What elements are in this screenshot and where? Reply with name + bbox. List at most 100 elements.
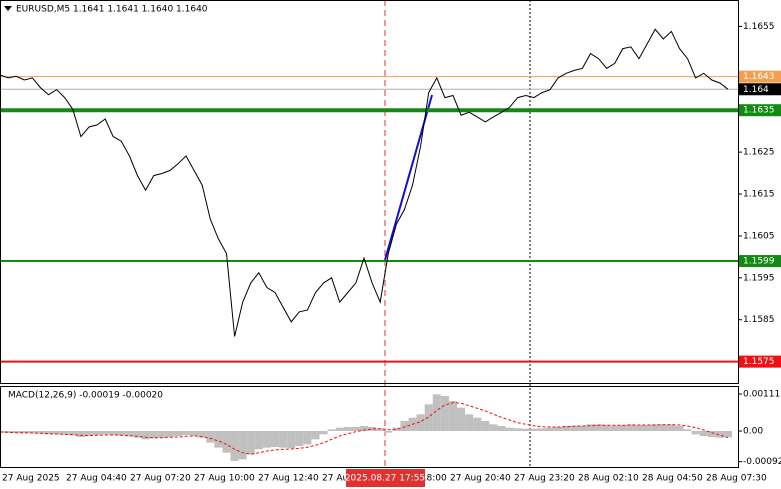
histogram-bar xyxy=(432,394,441,431)
histogram-bar xyxy=(440,396,449,431)
histogram-bar xyxy=(537,428,546,431)
plot-layer xyxy=(0,28,738,461)
histogram-bar xyxy=(44,431,53,435)
histogram-bar xyxy=(117,431,126,436)
histogram-bar xyxy=(675,426,684,431)
level-label-box xyxy=(739,104,781,117)
histogram-bar xyxy=(359,426,369,431)
histogram-bar xyxy=(618,425,627,431)
histogram-bar xyxy=(570,425,579,431)
x-tick-label: 27 Aug 07:20 xyxy=(130,474,191,484)
histogram-bar xyxy=(84,431,94,436)
histogram-bar xyxy=(335,427,344,431)
level-label-box xyxy=(739,355,781,368)
histogram-bar xyxy=(311,431,320,440)
histogram-bar xyxy=(149,431,158,439)
histogram-bar xyxy=(109,431,118,435)
y-tick-label: 1.1585 xyxy=(743,315,775,325)
histogram-bar xyxy=(416,414,425,431)
histogram-bar xyxy=(157,431,166,438)
histogram-bar xyxy=(76,431,85,437)
histogram-bar xyxy=(376,428,385,431)
histogram-bar xyxy=(715,431,724,438)
histogram-bar xyxy=(489,424,498,431)
histogram-bar xyxy=(68,431,77,436)
y-tick-label: 1.1655 xyxy=(743,22,775,32)
level-label: 1.1575 xyxy=(743,357,775,367)
histogram-bar xyxy=(521,428,530,431)
histogram-bar xyxy=(214,431,223,448)
x-tick-label: 27 Aug 10:00 xyxy=(194,474,255,484)
histogram-bar xyxy=(634,425,644,431)
macd-title: MACD(12,26,9) -0.00019 -0.00020 xyxy=(8,391,163,401)
histogram-bar xyxy=(20,431,29,434)
histogram-bar xyxy=(723,431,733,438)
histogram-bar xyxy=(279,431,288,448)
x-tick-label: 28 Aug 02:10 xyxy=(578,474,639,484)
histogram-bar xyxy=(384,431,393,433)
histogram-bar xyxy=(141,431,150,440)
histogram-bar xyxy=(707,431,716,437)
histogram-bar xyxy=(222,431,231,453)
histogram-bar xyxy=(683,429,692,431)
histogram-bar xyxy=(651,424,660,431)
x-tick-label: 27 Aug 04:40 xyxy=(66,474,127,484)
histogram-bar xyxy=(125,431,134,437)
current-price-box xyxy=(739,83,781,96)
histogram-bar xyxy=(643,425,652,431)
menu-icon[interactable] xyxy=(4,6,12,11)
level-label-box xyxy=(739,70,781,83)
histogram-bar xyxy=(4,431,13,433)
histogram-bar xyxy=(602,425,611,431)
cursor-label-box xyxy=(346,469,425,487)
cursor-label: 2025.08.27 17:55 xyxy=(345,474,425,484)
histogram-bar xyxy=(562,426,571,431)
level-label: 1.1599 xyxy=(743,257,775,267)
histogram-bar xyxy=(238,431,247,460)
price-line xyxy=(0,28,729,337)
histogram-bar xyxy=(473,417,482,431)
histogram-bar xyxy=(52,431,61,435)
histogram-bar xyxy=(60,431,69,435)
histogram-bar xyxy=(28,431,37,434)
histogram-bar xyxy=(295,431,304,446)
histogram-bar xyxy=(254,431,263,450)
y-tick-label: 0.00111 xyxy=(743,390,780,400)
histogram-bar xyxy=(513,428,522,431)
level-label: 1.1643 xyxy=(743,72,775,82)
y-tick-label: 1.1605 xyxy=(743,231,775,241)
histogram-bar xyxy=(610,425,619,431)
current-price-label: 1.164 xyxy=(743,85,769,95)
histogram-bar xyxy=(270,431,280,447)
level-label: 1.1635 xyxy=(743,106,775,116)
histogram-bar xyxy=(481,421,490,431)
histogram-bar xyxy=(594,424,603,431)
histogram-bar xyxy=(198,431,207,438)
histogram-bar xyxy=(626,424,635,431)
histogram-bar xyxy=(165,431,174,437)
histogram-bar xyxy=(287,431,296,449)
histogram-bar xyxy=(93,431,102,435)
histogram-bar xyxy=(546,427,555,431)
x-tick-label: 28 Aug 04:50 xyxy=(642,474,703,484)
y-tick-label: 1.1625 xyxy=(743,148,775,158)
histogram-bar xyxy=(465,414,474,431)
histogram-bar xyxy=(327,429,336,431)
histogram-bar xyxy=(319,431,328,435)
y-tick-label: 0.00 xyxy=(743,427,763,437)
y-tick-label: -0.00092 xyxy=(743,457,781,467)
histogram-bar xyxy=(246,431,255,455)
histogram-bar xyxy=(400,421,409,431)
histogram-bar xyxy=(448,401,458,431)
histogram-bar xyxy=(12,431,21,433)
histogram-bar xyxy=(691,431,700,435)
histogram-bar xyxy=(343,427,352,431)
histogram-bar xyxy=(351,427,360,431)
price-frame xyxy=(0,0,739,384)
signal-line xyxy=(0,402,729,455)
histogram-bar xyxy=(529,428,538,431)
histogram-bar xyxy=(497,426,506,431)
chart-title: EURUSD,M5 1.1641 1.1641 1.1640 1.1640 xyxy=(16,5,208,15)
